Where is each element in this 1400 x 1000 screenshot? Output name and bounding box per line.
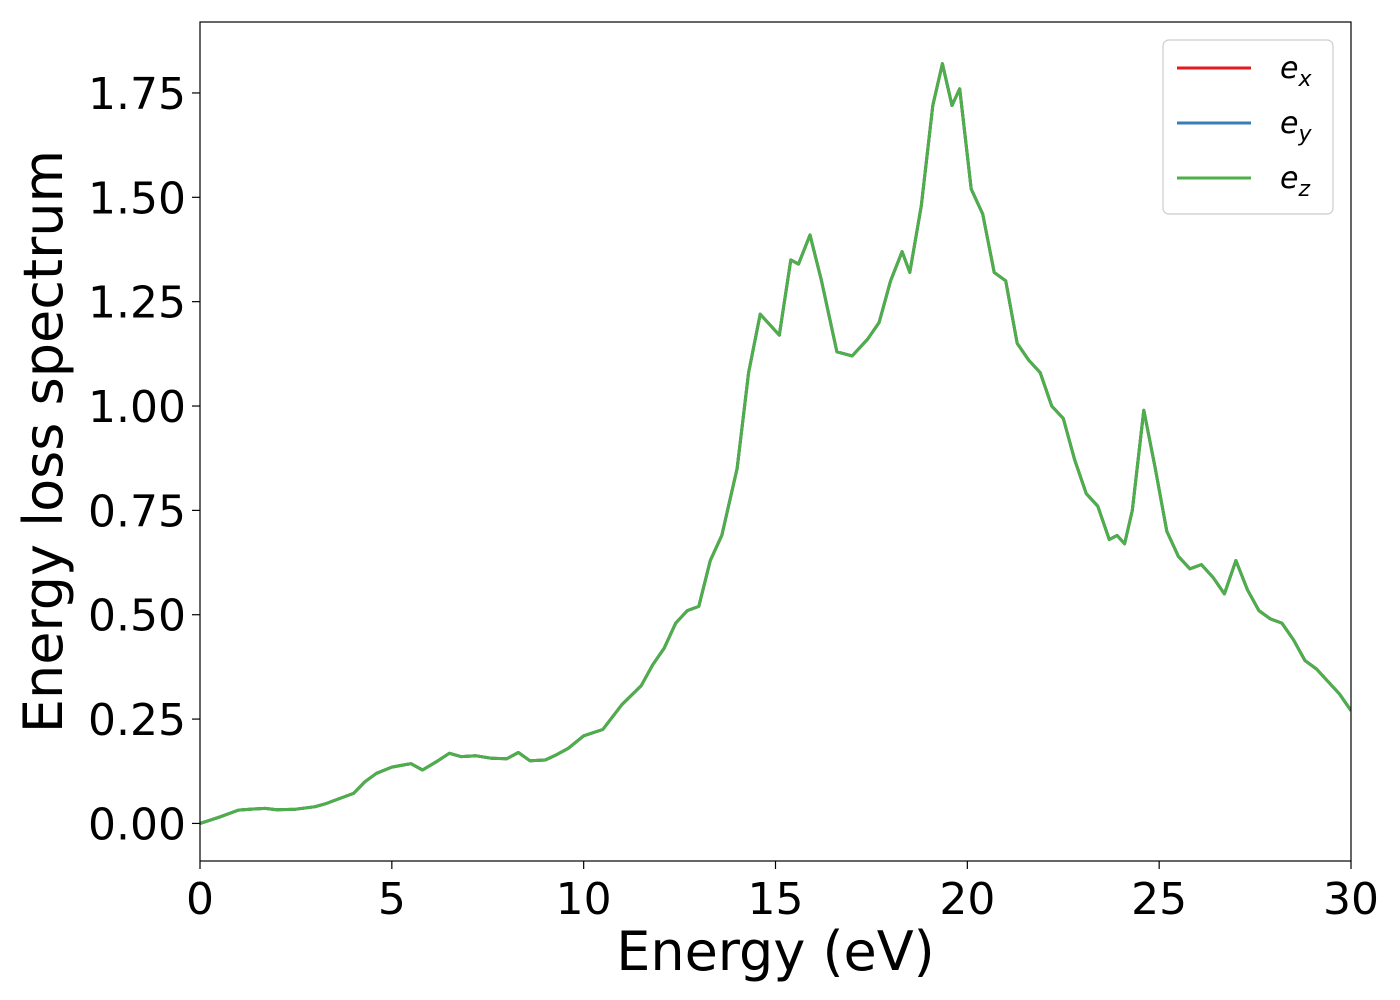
x-tick-label: 15 <box>748 874 804 925</box>
legend-entry-label: ey <box>1280 106 1312 147</box>
legend-entry-subscript: y <box>1297 122 1312 147</box>
y-tick-label: 1.50 <box>88 173 186 224</box>
legend-entry-base: e <box>1280 106 1298 141</box>
y-tick-label: 1.00 <box>88 382 186 433</box>
legend-box <box>1162 39 1334 215</box>
x-tick-label: 5 <box>378 874 406 925</box>
x-tick-label: 0 <box>186 874 214 925</box>
x-tick-label: 25 <box>1131 874 1187 925</box>
x-tick-label: 30 <box>1323 874 1379 925</box>
x-tick-label: 10 <box>556 874 612 925</box>
y-tick-label: 0.75 <box>88 486 186 537</box>
y-tick-label: 1.25 <box>88 278 186 329</box>
x-axis-label: Energy (eV) <box>616 920 935 983</box>
x-axis-ticks: 0 5 10 15 20 25 30 <box>186 861 1379 925</box>
x-tick-label: 20 <box>939 874 995 925</box>
y-tick-label: 1.75 <box>88 69 186 120</box>
y-tick-label: 0.00 <box>88 799 186 850</box>
legend-entry-subscript: x <box>1297 67 1312 92</box>
legend-entry-base: e <box>1280 161 1298 196</box>
legend-entry-subscript: z <box>1297 177 1310 202</box>
y-axis-ticks: 0.00 0.25 0.50 0.75 1.00 1.25 1.50 1.75 <box>88 69 200 850</box>
series-layer <box>200 62 1351 825</box>
y-tick-label: 0.25 <box>88 695 186 746</box>
series-line-e-z <box>200 62 1351 825</box>
legend-entry-label: ez <box>1280 161 1310 202</box>
legend-entry-label: ex <box>1280 51 1312 92</box>
y-tick-label: 0.50 <box>88 591 186 642</box>
y-axis-label: Energy loss spectrum <box>12 150 75 733</box>
legend-entry-base: e <box>1280 51 1298 86</box>
